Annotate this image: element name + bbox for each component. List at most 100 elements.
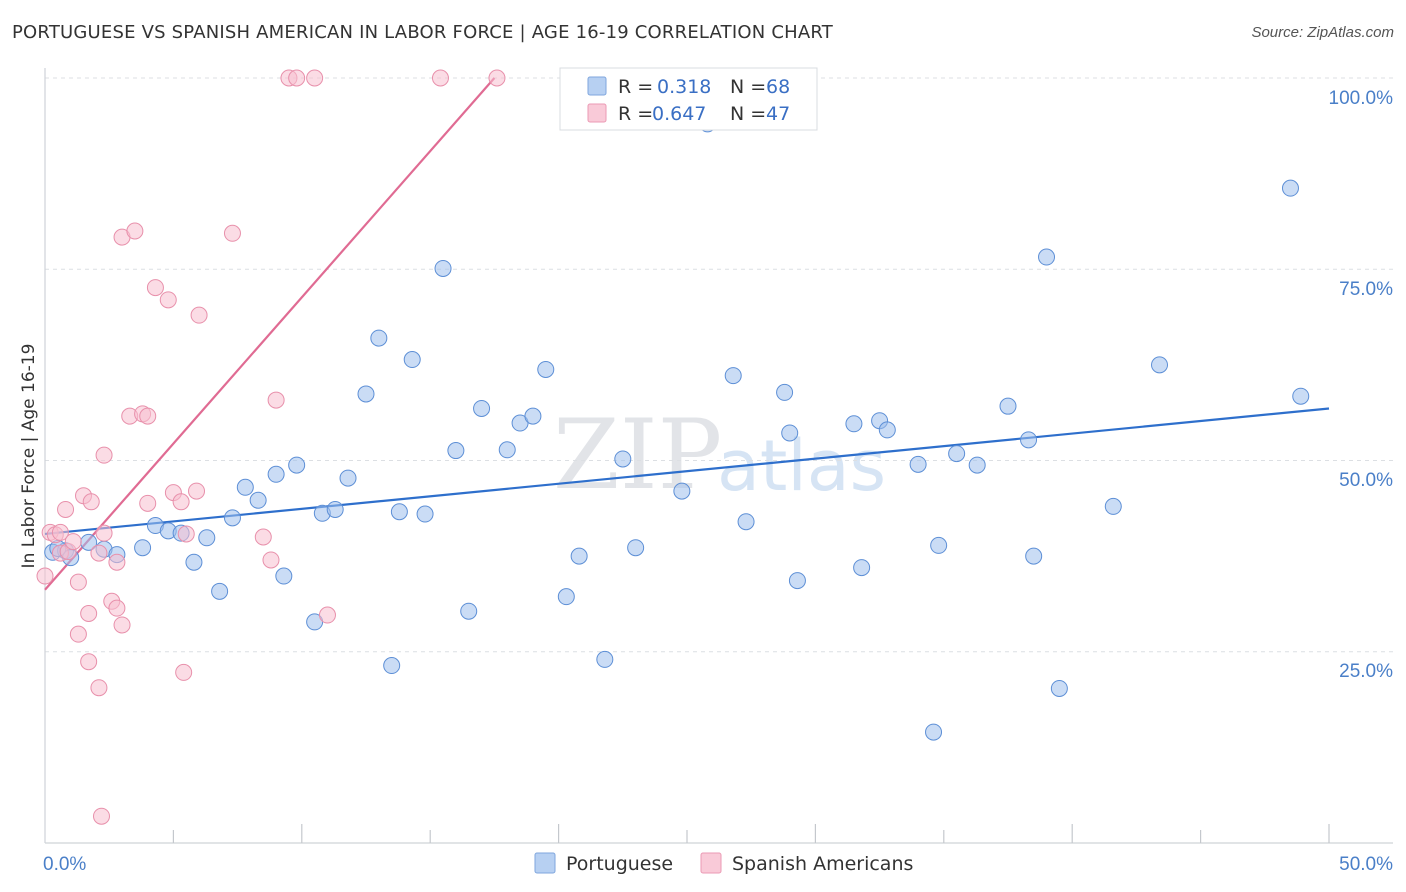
point-spanish-33 [177, 525, 195, 543]
point-portuguese-22 [339, 469, 357, 487]
x-ticks [172, 824, 1330, 843]
series-legend-swatch-spanish [700, 852, 722, 874]
point-portuguese-41 [627, 539, 645, 557]
point-spanish-28 [146, 279, 164, 297]
series-legend-label-spanish: Spanish Americans [732, 853, 913, 875]
point-portuguese-40 [614, 450, 632, 468]
point-portuguese-17 [275, 567, 293, 585]
point-portuguese-46 [776, 383, 794, 401]
point-portuguese-57 [968, 456, 986, 474]
point-portuguese-60 [1025, 547, 1043, 565]
point-portuguese-39 [596, 650, 614, 668]
y-tick-label-75: 75.0% [1339, 279, 1393, 300]
point-spanish-46 [92, 807, 110, 825]
point-portuguese-52 [878, 421, 896, 439]
y-axis-label: In Labor Force | Age 16-19 [19, 344, 39, 569]
legend-r-value-2: 0.647 [652, 103, 706, 125]
point-portuguese-47 [781, 424, 799, 442]
point-portuguese-62 [1050, 679, 1068, 697]
point-portuguese-42 [673, 482, 691, 500]
point-portuguese-6 [134, 539, 152, 557]
chart-title: PORTUGUESE VS SPANISH AMERICAN IN LABOR … [12, 22, 833, 43]
trend-lines [44, 77, 1330, 591]
point-spanish-15 [90, 544, 108, 562]
grid-lines [45, 77, 1393, 653]
point-spanish-39 [267, 391, 285, 409]
point-portuguese-26 [390, 503, 408, 521]
point-spanish-44 [431, 69, 449, 87]
legend-n-value-2: 47 [766, 103, 790, 125]
point-spanish-35 [190, 306, 208, 324]
point-portuguese-63 [1104, 497, 1122, 515]
point-portuguese-64 [1151, 356, 1169, 374]
point-spanish-29 [159, 291, 177, 309]
point-portuguese-59 [1020, 431, 1038, 449]
point-spanish-24 [126, 222, 144, 240]
point-portuguese-65 [1281, 179, 1299, 197]
legend-r-value-1: 0.318 [657, 76, 711, 98]
source-label: Source: ZipAtlas.com [1251, 24, 1394, 41]
point-spanish-34 [188, 482, 206, 500]
point-portuguese-44 [724, 367, 742, 385]
point-spanish-17 [95, 446, 113, 464]
point-spanish-12 [80, 653, 98, 671]
point-portuguese-31 [460, 602, 478, 620]
y-tick-label-50: 50.0% [1339, 470, 1393, 491]
point-portuguese-15 [249, 491, 267, 509]
point-spanish-41 [288, 69, 306, 87]
trend-line-spanish [44, 77, 496, 591]
point-spanish-31 [172, 493, 190, 511]
legend-swatch-spanish [587, 103, 607, 123]
point-spanish-21 [113, 616, 131, 634]
point-spanish-32 [175, 663, 193, 681]
series-legend-label-portuguese: Portuguese [566, 853, 673, 875]
point-spanish-13 [82, 493, 100, 511]
point-portuguese-48 [788, 572, 806, 590]
point-portuguese-54 [925, 723, 943, 741]
point-portuguese-56 [948, 445, 966, 463]
point-portuguese-61 [1038, 248, 1056, 266]
point-portuguese-45 [737, 513, 755, 531]
legend-r-label-2: R = [618, 103, 653, 125]
point-spanish-9 [69, 573, 87, 591]
point-spanish-8 [69, 625, 87, 643]
legend-swatch-portuguese [587, 76, 607, 96]
point-spanish-20 [108, 599, 126, 617]
trend-line-portuguese [44, 407, 1330, 536]
y-tick-label-25: 25.0% [1339, 661, 1393, 682]
y-tick-label-100: 100.0% [1329, 88, 1394, 109]
point-portuguese-66 [1292, 387, 1310, 405]
point-spanish-7 [64, 533, 82, 551]
point-spanish-26 [139, 407, 157, 425]
data-points [36, 69, 1310, 825]
x-tick-label-min: 0.0% [43, 854, 86, 875]
point-portuguese-53 [909, 455, 927, 473]
point-spanish-11 [80, 605, 98, 622]
point-portuguese-29 [434, 259, 452, 277]
point-portuguese-10 [198, 529, 216, 547]
point-portuguese-27 [403, 351, 421, 369]
point-portuguese-37 [557, 588, 575, 606]
point-portuguese-21 [326, 500, 344, 518]
point-portuguese-13 [223, 509, 241, 527]
point-portuguese-11 [185, 553, 203, 571]
point-portuguese-18 [288, 456, 306, 474]
legend-n-label-1: N = [730, 76, 766, 98]
legend-r-label-1: R = [618, 76, 653, 98]
x-tick-label-max: 50.0% [1339, 854, 1393, 875]
point-spanish-16 [95, 524, 113, 542]
axes [44, 68, 1393, 844]
point-portuguese-35 [524, 407, 542, 425]
legend-n-label-2: N = [730, 103, 766, 125]
point-spanish-14 [90, 679, 108, 697]
point-portuguese-50 [853, 559, 871, 577]
point-spanish-3 [51, 523, 69, 541]
point-spanish-45 [488, 69, 506, 87]
series-legend: Portuguese Spanish Americans [534, 852, 913, 875]
point-portuguese-49 [845, 415, 863, 433]
point-portuguese-38 [570, 547, 588, 565]
point-spanish-19 [108, 553, 126, 571]
point-spanish-27 [139, 494, 157, 512]
point-portuguese-30 [447, 442, 465, 460]
point-portuguese-28 [416, 505, 434, 523]
